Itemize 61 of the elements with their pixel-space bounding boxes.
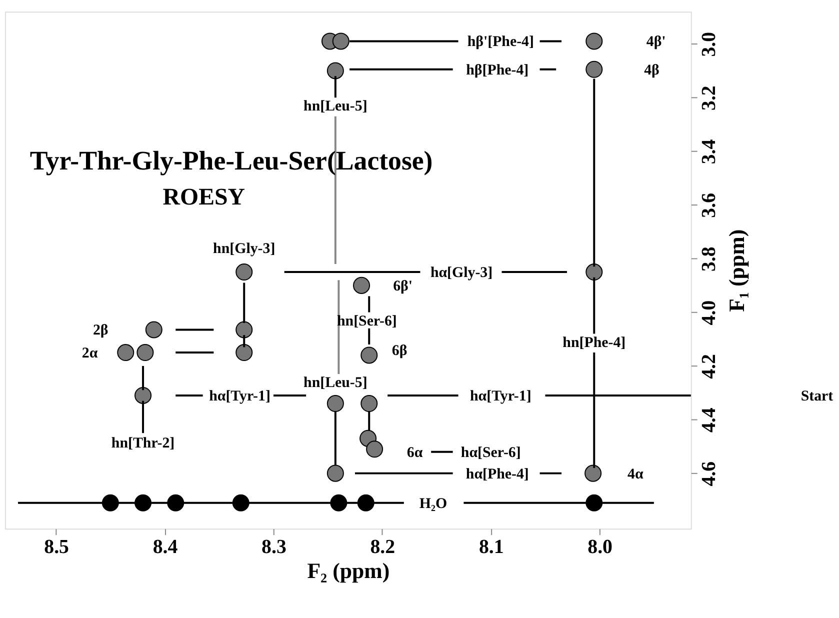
point bbox=[326, 62, 344, 80]
y-tick-label: 4.4 bbox=[698, 408, 720, 433]
annotation: hα[Tyr-1] bbox=[470, 388, 532, 404]
annotation: hα[Ser-6] bbox=[460, 444, 521, 461]
y-axis-title: F₁ (ppm) bbox=[725, 229, 750, 312]
annotation: hn[Thr-2] bbox=[111, 435, 175, 452]
annotation: hα[Tyr-1] bbox=[209, 388, 270, 404]
point bbox=[136, 344, 154, 362]
point bbox=[366, 440, 384, 458]
annotation: 6β bbox=[392, 342, 408, 359]
point bbox=[236, 264, 253, 281]
annotation: hn[Leu-5] bbox=[304, 375, 368, 392]
point bbox=[360, 395, 378, 412]
annotation: 6β' bbox=[393, 278, 413, 294]
y-tick-label: 4.6 bbox=[698, 461, 720, 486]
point bbox=[117, 344, 134, 362]
annotation: H₂O bbox=[419, 496, 448, 512]
x-tick-label: 8.5 bbox=[44, 536, 70, 558]
x-tick-label: 8.2 bbox=[370, 536, 396, 558]
x-tick-label: 8.1 bbox=[478, 536, 504, 558]
point bbox=[326, 395, 344, 412]
annotation: hβ'[Phe-4] bbox=[467, 34, 534, 50]
annotation: 4β bbox=[644, 62, 660, 78]
y-tick-label: 3.4 bbox=[698, 139, 720, 164]
point bbox=[236, 344, 253, 362]
point bbox=[145, 321, 162, 338]
x-tick-label: 8.0 bbox=[588, 536, 613, 558]
point bbox=[360, 346, 378, 364]
text: Tyr-Thr-Gly-Phe-Leu-Ser(Lactose) bbox=[30, 146, 433, 176]
x-tick-label: 8.3 bbox=[262, 536, 286, 558]
annotation: hα[Phe-4] bbox=[466, 466, 529, 482]
point bbox=[586, 32, 603, 50]
annotation: hα[Gly-3] bbox=[430, 264, 493, 281]
annotation: hβ[Phe-4] bbox=[466, 62, 529, 78]
text: ROESY bbox=[162, 184, 245, 211]
x-tick-label: 8.4 bbox=[152, 536, 178, 558]
y-tick-label: 3.8 bbox=[698, 246, 720, 272]
annotation: 2β bbox=[92, 322, 108, 339]
y-tick-label: 3.0 bbox=[698, 32, 720, 57]
point bbox=[586, 264, 603, 281]
point bbox=[134, 386, 152, 404]
annotation: 6α bbox=[406, 444, 424, 461]
point bbox=[584, 464, 602, 482]
y-tick-label: 4.2 bbox=[698, 354, 720, 379]
y-tick-label: 3.2 bbox=[698, 86, 720, 110]
point bbox=[586, 60, 603, 78]
annotation: hn[Leu-5] bbox=[304, 98, 368, 115]
point bbox=[326, 464, 344, 482]
annotation: hn[Ser-6] bbox=[336, 313, 397, 330]
y-tick-label: 3.6 bbox=[698, 192, 720, 218]
text: Start bbox=[800, 388, 834, 404]
annotation: 4α bbox=[628, 466, 644, 482]
point bbox=[332, 32, 350, 50]
x-axis-title: F₂ (ppm) bbox=[307, 558, 390, 583]
point bbox=[236, 321, 253, 338]
annotation: 4β' bbox=[646, 34, 666, 50]
annotation: hn[Phe-4] bbox=[562, 334, 626, 351]
annotation: 2α bbox=[82, 346, 98, 362]
annotation: hn[Gly-3] bbox=[213, 240, 276, 257]
y-tick-label: 4.0 bbox=[698, 300, 720, 326]
point bbox=[353, 276, 370, 294]
